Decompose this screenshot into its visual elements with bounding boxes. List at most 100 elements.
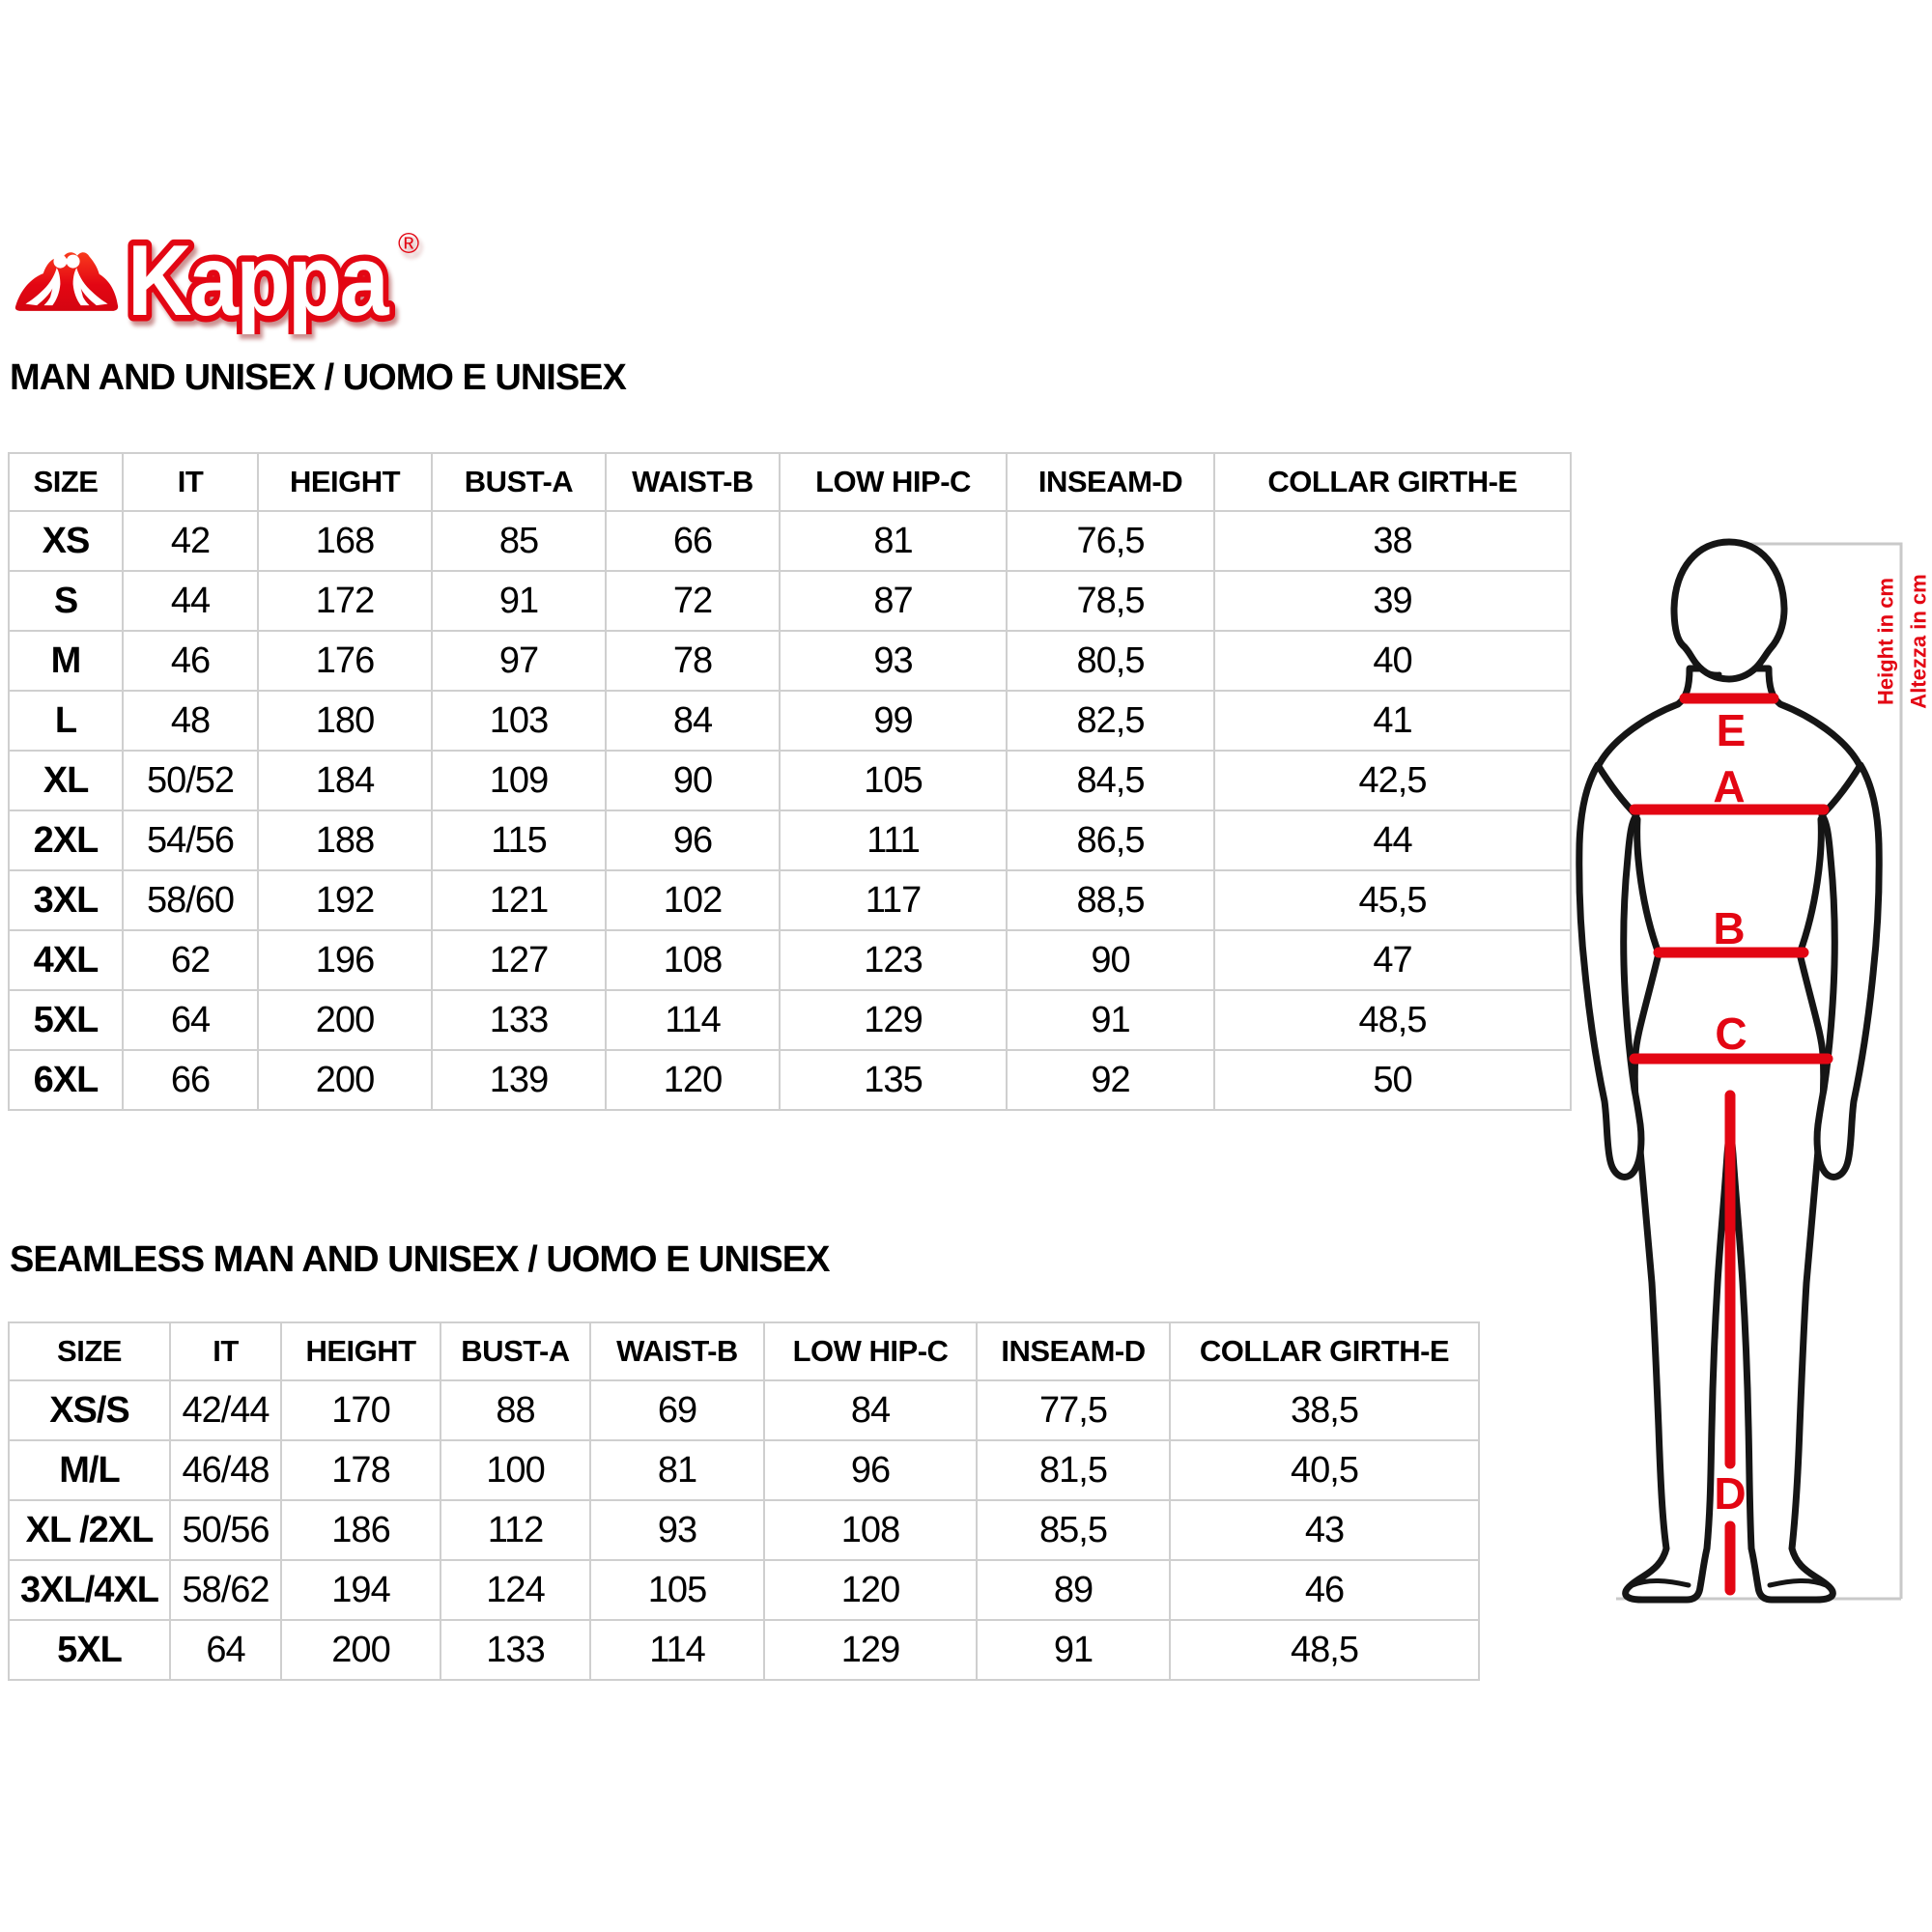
table-cell: 96 — [763, 1439, 978, 1501]
table-cell: 76,5 — [1006, 510, 1215, 572]
table-cell: 105 — [589, 1559, 765, 1621]
table-cell: 97 — [431, 630, 607, 692]
table-cell: 96 — [605, 810, 781, 871]
table-cell: 178 — [280, 1439, 441, 1501]
column-header: WAIST-B — [605, 452, 781, 512]
table-cell: 88,5 — [1006, 869, 1215, 931]
table-cell: 129 — [763, 1619, 978, 1681]
table-cell: 84 — [763, 1379, 978, 1441]
table-cell: 93 — [589, 1499, 765, 1561]
table-cell: 38,5 — [1169, 1379, 1480, 1441]
table-cell: 109 — [431, 750, 607, 811]
table-cell: 123 — [779, 929, 1008, 991]
table-cell: 62 — [122, 929, 259, 991]
left-shoe-line — [1630, 1578, 1691, 1588]
column-header: SIZE — [8, 452, 124, 512]
table-cell: XL — [8, 750, 124, 811]
column-header: COLLAR GIRTH-E — [1213, 452, 1572, 512]
table-cell: 84 — [605, 690, 781, 752]
table-cell: 84,5 — [1006, 750, 1215, 811]
height-note-en: Height in cm — [1874, 578, 1898, 705]
table-row: M 46 176 97 78 93 80,5 40 — [8, 630, 1572, 692]
table-cell: 93 — [779, 630, 1008, 692]
table-row: XS 42 168 85 66 81 76,5 38 — [8, 510, 1572, 572]
table-cell: 133 — [440, 1619, 591, 1681]
table-cell: 200 — [257, 989, 433, 1051]
column-header: COLLAR GIRTH-E — [1169, 1321, 1480, 1381]
table-cell: 39 — [1213, 570, 1572, 632]
table-cell: 117 — [779, 869, 1008, 931]
table-cell: 42 — [122, 510, 259, 572]
table-cell: 58/60 — [122, 869, 259, 931]
table-row: 4XL 62 196 127 108 123 90 47 — [8, 929, 1572, 991]
table-cell: 192 — [257, 869, 433, 931]
column-header: LOW HIP-C — [779, 452, 1008, 512]
kappa-omini-icon — [14, 252, 119, 311]
right-arm-outline — [1813, 761, 1883, 1180]
table-cell: 42/44 — [169, 1379, 282, 1441]
table-cell: 6XL — [8, 1049, 124, 1111]
table-cell: M — [8, 630, 124, 692]
table-cell: 99 — [779, 690, 1008, 752]
table-cell: 66 — [122, 1049, 259, 1111]
table-cell: 196 — [257, 929, 433, 991]
table-cell: 114 — [605, 989, 781, 1051]
table-row: 5XL 64 200 133 114 129 91 48,5 — [8, 989, 1572, 1051]
table-cell: 50/56 — [169, 1499, 282, 1561]
table-cell: 77,5 — [976, 1379, 1171, 1441]
table-cell: 112 — [440, 1499, 591, 1561]
table-cell: 108 — [763, 1499, 978, 1561]
column-header: INSEAM-D — [1006, 452, 1215, 512]
chin-line — [1693, 661, 1722, 677]
label-bust-A: A — [1713, 761, 1745, 811]
table-cell: 180 — [257, 690, 433, 752]
right-shoe-line — [1767, 1578, 1829, 1588]
table-cell: 81 — [779, 510, 1008, 572]
table-cell: 129 — [779, 989, 1008, 1051]
table-cell: 124 — [440, 1559, 591, 1621]
table-cell: 3XL — [8, 869, 124, 931]
label-inseam-D: D — [1714, 1468, 1746, 1519]
registered-mark: ® — [398, 228, 419, 260]
table-cell: 200 — [280, 1619, 441, 1681]
table-cell: 2XL — [8, 810, 124, 871]
column-header: HEIGHT — [257, 452, 433, 512]
left-arm-outline — [1576, 761, 1645, 1180]
table-cell: 81,5 — [976, 1439, 1171, 1501]
table-row: M/L 46/48 178 100 81 96 81,5 40,5 — [8, 1439, 1480, 1501]
table-cell: 85,5 — [976, 1499, 1171, 1561]
table-cell: 88 — [440, 1379, 591, 1441]
table-cell: 89 — [976, 1559, 1171, 1621]
omini-left-body — [25, 268, 61, 306]
table-cell: 66 — [605, 510, 781, 572]
column-header: LOW HIP-C — [763, 1321, 978, 1381]
header-row: SIZE IT HEIGHT BUST-A WAIST-B LOW HIP-C INSEAM… — [8, 1321, 1480, 1381]
table-cell: 78,5 — [1006, 570, 1215, 632]
table-row: XL /2XL 50/56 186 112 93 108 85,5 43 — [8, 1499, 1480, 1561]
column-header: INSEAM-D — [976, 1321, 1171, 1381]
column-header: HEIGHT — [280, 1321, 441, 1381]
table-cell: 86,5 — [1006, 810, 1215, 871]
table-cell: 72 — [605, 570, 781, 632]
height-note-it: Altezza in cm — [1907, 574, 1931, 708]
table-cell: 168 — [257, 510, 433, 572]
table-row: 5XL 64 200 133 114 129 91 48,5 — [8, 1619, 1480, 1681]
table-cell: 5XL — [8, 1619, 171, 1681]
table-cell: S — [8, 570, 124, 632]
table-cell: 103 — [431, 690, 607, 752]
omini-left-head — [53, 254, 68, 269]
table-cell: 5XL — [8, 989, 124, 1051]
table-cell: 47 — [1213, 929, 1572, 991]
table-row: 3XL/4XL 58/62 194 124 105 120 89 46 — [8, 1559, 1480, 1621]
table-cell: 50/52 — [122, 750, 259, 811]
table-cell: 3XL/4XL — [8, 1559, 171, 1621]
column-header: SIZE — [8, 1321, 171, 1381]
table-row: XS/S 42/44 170 88 69 84 77,5 38,5 — [8, 1379, 1480, 1441]
table-cell: 78 — [605, 630, 781, 692]
table-cell: 184 — [257, 750, 433, 811]
table-cell: 54/56 — [122, 810, 259, 871]
table-cell: 80,5 — [1006, 630, 1215, 692]
table-cell: 120 — [605, 1049, 781, 1111]
table-cell: 108 — [605, 929, 781, 991]
